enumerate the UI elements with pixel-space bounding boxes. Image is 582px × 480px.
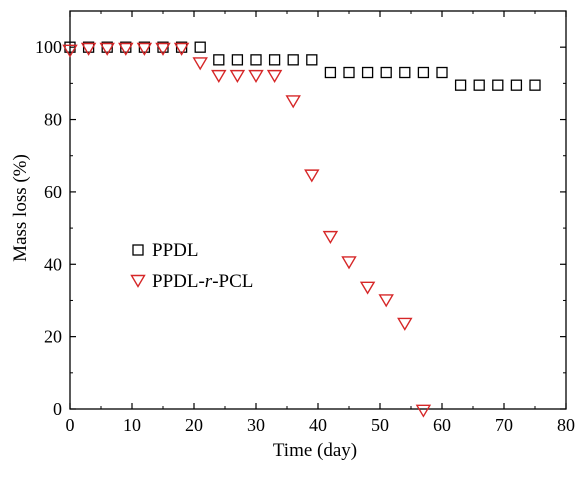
ppdl-point <box>194 41 206 53</box>
x-tick-label: 10 <box>123 415 141 435</box>
ppdl-point <box>399 66 411 79</box>
ppdl-point <box>454 79 467 91</box>
ppdl-r-pcl-point <box>322 230 339 245</box>
ppdl-point <box>306 54 318 66</box>
ppdl-point <box>343 66 355 79</box>
ppdl-point <box>417 66 430 79</box>
x-tick-label: 0 <box>66 415 75 435</box>
y-tick-label: 20 <box>44 327 62 347</box>
ppdl-point <box>380 66 392 79</box>
ppdl-r-pcl-point <box>62 44 78 58</box>
ppdl-point <box>213 54 225 66</box>
ppdl-point <box>529 79 541 91</box>
ppdl-r-pcl-point <box>155 42 171 56</box>
ppdl-point <box>250 54 262 66</box>
ppdl-r-pcl-point <box>285 95 301 109</box>
plot-layer <box>69 10 567 410</box>
ppdl-r-pcl-point <box>397 317 413 331</box>
ppdl-r-pcl-point <box>304 169 320 183</box>
series-layer <box>62 41 541 418</box>
y-tick-label: 80 <box>44 110 62 130</box>
ppdl-r-pcl-point <box>248 69 264 84</box>
plot-frame <box>69 10 567 410</box>
y-axis-label: Mass loss (%) <box>10 154 31 262</box>
ppdl-point <box>268 54 281 66</box>
x-tick-label: 60 <box>433 415 451 435</box>
ppdl-r-pcl-point <box>80 42 97 56</box>
ppdl-r-pcl-point <box>136 42 153 56</box>
x-tick-label: 50 <box>371 415 389 435</box>
ppdl-point <box>287 54 299 66</box>
y-tick-label: 40 <box>44 254 62 274</box>
ppdl-r-pcl-point <box>192 57 208 71</box>
ppdl-point <box>231 54 244 66</box>
legend-marker-ppdl <box>132 244 144 256</box>
ppdl-point <box>324 66 337 79</box>
ppdl-point <box>492 79 504 91</box>
y-tick-label: 60 <box>44 182 62 202</box>
x-axis-label: Time (day) <box>273 440 357 461</box>
ppdl-point <box>510 79 523 91</box>
ppdl-point <box>436 66 448 79</box>
x-tick-label: 30 <box>247 415 265 435</box>
ppdl-point <box>473 79 485 91</box>
ppdl-r-pcl-point <box>211 69 227 84</box>
legend-label-ppdl-r-pcl: PPDL-r-PCL <box>152 271 253 292</box>
ppdl-r-pcl-point <box>99 42 115 56</box>
ppdl-r-pcl-point <box>378 294 394 308</box>
ppdl-r-pcl-point <box>415 404 432 418</box>
ppdl-r-pcl-point <box>341 256 357 270</box>
y-tick-label: 100 <box>35 37 62 57</box>
series-ppdl-r-pcl <box>62 42 432 418</box>
series-ppdl <box>64 41 541 91</box>
x-tick-label: 40 <box>309 415 327 435</box>
ppdl-point <box>361 66 374 79</box>
legend-label-ppdl: PPDL <box>152 240 198 261</box>
x-tick-label: 80 <box>557 415 575 435</box>
tick-layer: 0 10 20 30 40 50 60 70 80 0 20 40 60 80 100 <box>35 11 575 435</box>
x-tick-label: 20 <box>185 415 203 435</box>
legend: PPDL PPDL-r-PCL <box>130 240 253 292</box>
ppdl-r-pcl-point <box>173 42 190 56</box>
ppdl-r-pcl-point <box>118 42 134 56</box>
legend-marker-ppdl-r-pcl <box>130 274 146 288</box>
ppdl-r-pcl-point <box>266 69 283 84</box>
x-tick-label: 70 <box>495 415 513 435</box>
ppdl-r-pcl-point <box>229 69 246 84</box>
ppdl-r-pcl-point <box>359 281 376 295</box>
y-tick-label: 0 <box>53 399 62 419</box>
